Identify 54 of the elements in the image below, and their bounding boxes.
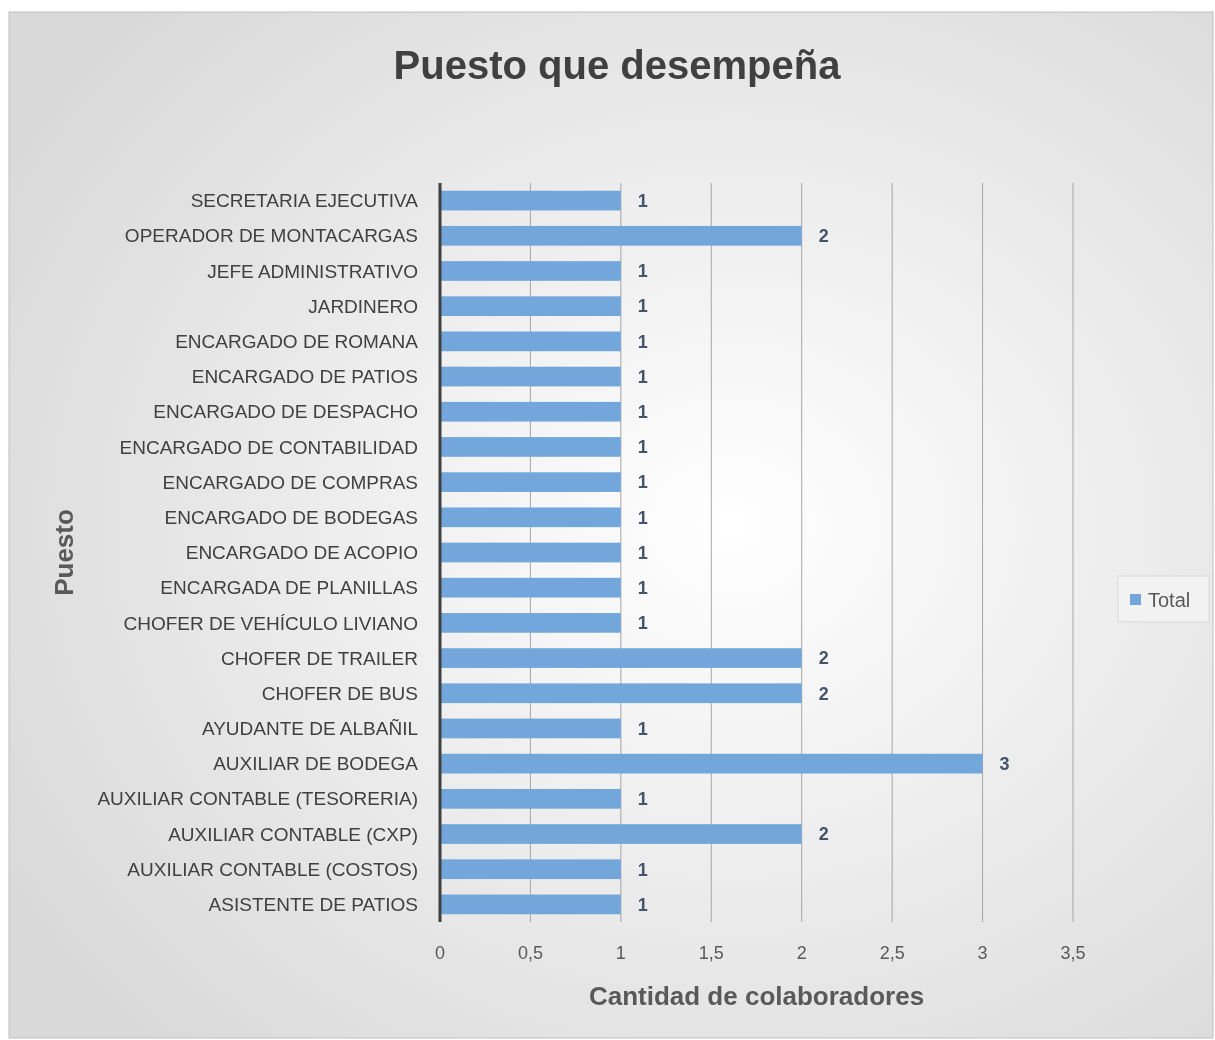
y-axis-title: Puesto <box>49 509 80 596</box>
y-tick-label: AYUDANTE DE ALBAÑIL <box>201 718 418 740</box>
data-label: 1 <box>637 437 648 458</box>
data-label: 1 <box>637 789 648 810</box>
y-tick-label: AUXILIAR CONTABLE (TESORERIA) <box>97 788 418 810</box>
data-label: 1 <box>637 296 648 317</box>
x-tick-label: 2 <box>796 943 807 964</box>
data-label: 1 <box>637 331 648 352</box>
data-label: 1 <box>637 894 648 915</box>
chart-title: Puesto que desempeña <box>393 43 842 87</box>
data-label: 1 <box>637 542 648 563</box>
x-tick-label: 1,5 <box>698 943 724 964</box>
y-tick-label: AUXILIAR CONTABLE (CXP) <box>168 823 418 845</box>
data-label: 2 <box>818 824 829 845</box>
y-tick-label: JARDINERO <box>308 295 418 317</box>
y-tick-label: ENCARGADO DE PATIOS <box>191 366 418 388</box>
y-tick-label: CHOFER DE BUS <box>261 682 418 704</box>
y-tick-label: ENCARGADA DE PLANILLAS <box>160 577 418 599</box>
data-label: 2 <box>818 683 829 704</box>
y-tick-label: ENCARGADO DE ACOPIO <box>185 542 418 564</box>
data-label: 1 <box>637 859 648 880</box>
legend-label: Total <box>1148 589 1191 611</box>
data-label: 1 <box>637 261 648 282</box>
x-tick-label: 2,5 <box>879 943 905 964</box>
x-axis-title: Cantidad de colaboradores <box>588 981 925 1012</box>
y-tick-label: CHOFER DE VEHÍCULO LIVIANO <box>123 612 418 634</box>
data-label: 1 <box>637 507 648 528</box>
y-tick-label: OPERADOR DE MONTACARGAS <box>124 225 418 247</box>
x-tick-label: 3 <box>977 943 988 964</box>
y-tick-label: AUXILIAR DE BODEGA <box>213 753 419 775</box>
y-tick-label: ASISTENTE DE PATIOS <box>208 894 418 916</box>
y-tick-label: ENCARGADO DE COMPRAS <box>162 471 418 493</box>
y-tick-label: CHOFER DE TRAILER <box>220 647 418 669</box>
y-tick-label: ENCARGADO DE CONTABILIDAD <box>119 436 418 458</box>
x-tick-label: 1 <box>615 943 626 964</box>
data-label: 1 <box>637 577 648 598</box>
y-tick-label: ENCARGADO DE ROMANA <box>175 331 419 353</box>
data-label: 2 <box>818 226 829 247</box>
data-label: 1 <box>637 718 648 739</box>
x-tick-label: 0 <box>434 943 446 964</box>
x-tick-label: 0,5 <box>517 943 543 964</box>
y-tick-label: ENCARGADO DE BODEGAS <box>164 506 418 528</box>
data-label: 1 <box>637 366 648 387</box>
y-tick-label: SECRETARIA EJECUTIVA <box>190 190 419 212</box>
data-label: 3 <box>999 753 1010 774</box>
y-tick-label: JEFE ADMINISTRATIVO <box>207 260 418 282</box>
data-label: 1 <box>637 402 648 423</box>
data-label: 1 <box>637 190 648 211</box>
y-tick-label: ENCARGADO DE DESPACHO <box>153 401 418 423</box>
data-label: 2 <box>818 648 829 669</box>
y-tick-label: AUXILIAR CONTABLE (COSTOS) <box>127 858 418 880</box>
x-tick-label: 3,5 <box>1060 943 1086 964</box>
data-label: 1 <box>637 472 648 493</box>
data-label: 1 <box>637 613 648 634</box>
